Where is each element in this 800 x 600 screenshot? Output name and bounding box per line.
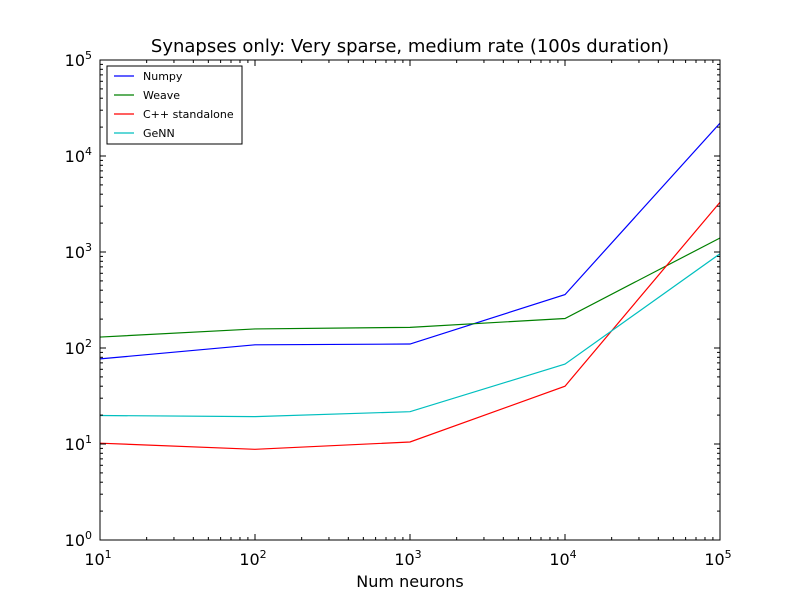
x-axis-label: Num neurons	[356, 572, 463, 591]
legend-label-weave: Weave	[143, 89, 180, 102]
y-tick-label: 100	[65, 529, 92, 550]
legend-box	[106, 65, 243, 145]
series-line-c-standalone	[99, 201, 721, 450]
legend-label-genn: GeNN	[143, 127, 175, 140]
series-line-genn	[99, 253, 721, 418]
y-tick-label: 104	[65, 145, 92, 166]
y-tick-label: 103	[65, 241, 92, 262]
legend: Numpy Weave C++ standalone GeNN	[106, 65, 243, 145]
x-tick-label: 102	[239, 548, 266, 569]
x-tick-label: 103	[394, 548, 421, 569]
x-tick-label: 104	[549, 548, 576, 569]
series-line-weave	[99, 237, 721, 338]
y-tick-label: 101	[65, 433, 92, 454]
x-tick-label: 105	[704, 548, 731, 569]
y-tick-label: 102	[65, 337, 92, 358]
legend-label-numpy: Numpy	[143, 70, 183, 83]
x-tick-label: 101	[84, 548, 111, 569]
y-tick-label: 105	[65, 49, 92, 70]
legend-label-c-standalone: C++ standalone	[143, 108, 234, 121]
chart-title: Synapses only: Very sparse, medium rate …	[151, 36, 669, 57]
series-line-numpy	[99, 122, 721, 360]
series-layer	[99, 122, 721, 450]
